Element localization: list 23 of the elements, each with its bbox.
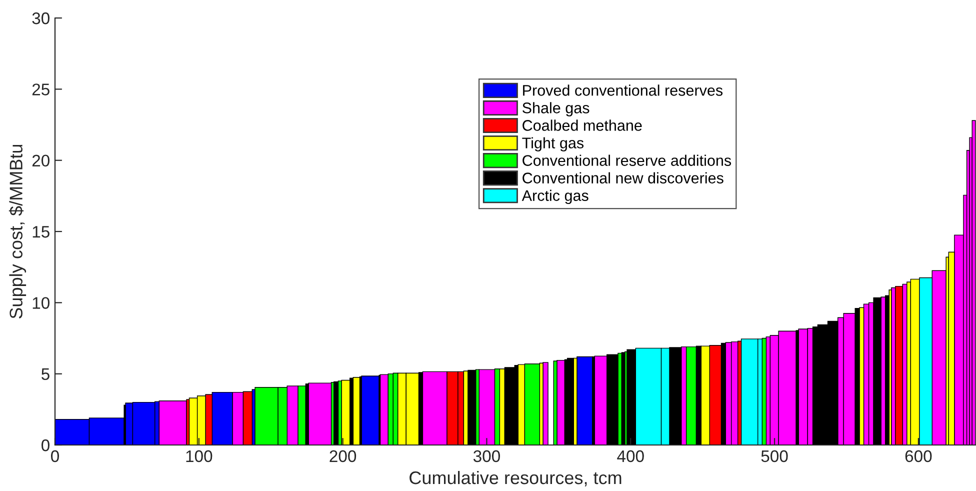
y-tick-label: 20: [32, 154, 50, 167]
y-tick-label: 15: [32, 226, 50, 238]
legend-label: Proved conventional reserves: [523, 84, 723, 96]
x-tick-label: 500: [761, 450, 788, 462]
y-axis-title: Supply cost, $/MMBtu: [8, 144, 26, 318]
legend-label: Shale gas: [522, 102, 590, 116]
legend-label: Conventional new discoveries: [522, 172, 724, 184]
x-tick-label: 400: [617, 450, 644, 462]
legend-label: Conventional reserve additions: [522, 154, 732, 166]
x-tick-label: 100: [186, 450, 212, 462]
y-tick-label: 0: [42, 439, 50, 452]
legend-label: Coalbed methane: [522, 120, 642, 131]
legend-label: Arctic gas: [522, 190, 588, 204]
x-tick-label: 300: [473, 450, 500, 462]
y-tick-label: 10: [32, 297, 50, 309]
x-tick-label: 200: [330, 450, 356, 462]
x-tick-label: 600: [905, 450, 932, 462]
y-tick-label: 25: [32, 84, 50, 96]
x-axis-title: Cumulative resources, tcm: [410, 470, 622, 486]
x-tick-label: 0: [51, 450, 59, 462]
y-tick-label: 5: [42, 368, 50, 380]
y-tick-label: 30: [32, 12, 50, 24]
legend-label: Tight gas: [522, 137, 584, 152]
